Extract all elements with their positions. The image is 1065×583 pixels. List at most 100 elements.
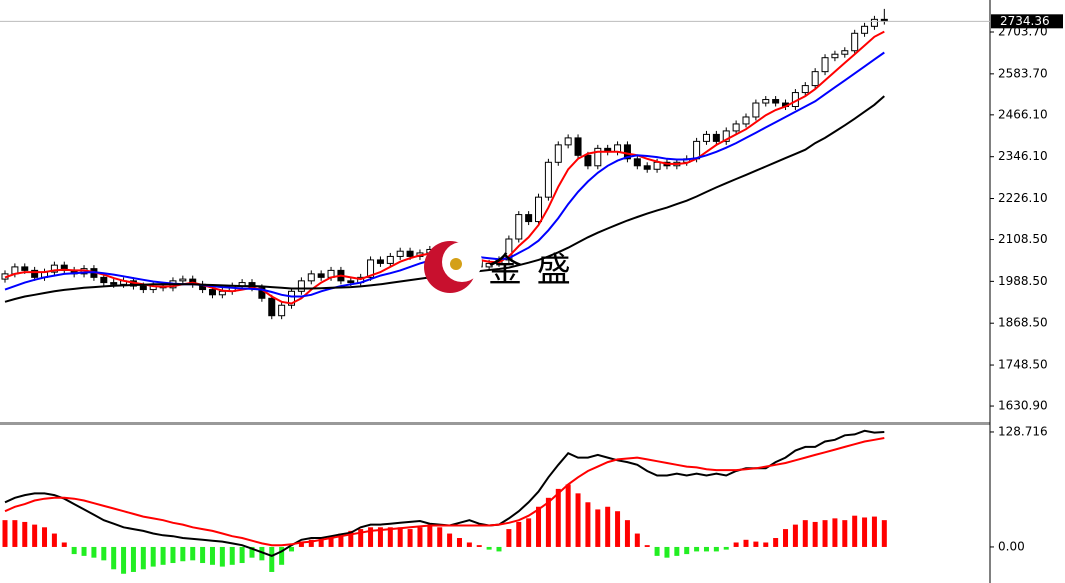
candle-body <box>386 255 394 264</box>
histogram-bar <box>239 546 245 564</box>
y-tick-label: 1748.50 <box>998 358 1048 372</box>
histogram-bar <box>289 546 295 552</box>
candle-body <box>653 161 661 170</box>
histogram-bar <box>713 546 719 552</box>
candle-body <box>722 130 730 142</box>
histogram-bar <box>397 527 403 547</box>
histogram-bar <box>190 546 196 561</box>
histogram-bar <box>111 546 117 570</box>
histogram-bar <box>565 484 571 547</box>
histogram-bar <box>61 542 67 547</box>
histogram-bar <box>615 511 621 547</box>
current-price-label: 2734.36 <box>1000 14 1050 28</box>
candle-body <box>21 266 29 271</box>
histogram-bar <box>871 516 877 547</box>
candle-body <box>702 133 710 142</box>
histogram-bar <box>733 542 739 547</box>
candle-body <box>505 238 513 261</box>
y-tick-label: 1988.50 <box>998 274 1048 288</box>
histogram-bar <box>536 506 542 547</box>
histogram-bar <box>694 546 700 552</box>
candle-body <box>831 53 839 59</box>
histogram-bar <box>763 542 769 547</box>
macd-line <box>4 437 885 547</box>
watermark-text: 金 盛 <box>488 251 573 291</box>
candle-body <box>554 144 562 163</box>
histogram-bar <box>32 524 38 547</box>
histogram-bar <box>71 546 77 555</box>
candle-body <box>179 278 187 282</box>
candle-body <box>772 99 780 104</box>
candle-body <box>742 116 750 125</box>
histogram-bar <box>180 546 186 562</box>
candle-body <box>594 147 602 167</box>
histogram-bar <box>802 520 808 547</box>
histogram-bar <box>348 530 354 547</box>
histogram-bar <box>812 521 818 547</box>
histogram-bar <box>407 529 413 547</box>
candle-body <box>50 264 58 273</box>
histogram-bar <box>881 520 887 547</box>
histogram-bar <box>91 546 97 558</box>
candle-body <box>614 144 622 153</box>
candle-body <box>841 50 849 55</box>
candle-body <box>525 214 533 223</box>
histogram-bar <box>130 546 136 572</box>
watermark-logo <box>424 241 482 293</box>
candle-body <box>367 259 375 278</box>
histogram-bar <box>121 546 127 574</box>
candle-body <box>821 57 829 73</box>
histogram-bar <box>486 546 492 550</box>
histogram-bar <box>842 520 848 547</box>
candle-body <box>623 144 631 160</box>
candle-body <box>268 297 276 317</box>
candle-body <box>376 259 384 264</box>
histogram-bar <box>862 517 868 547</box>
histogram-bar <box>328 536 334 547</box>
histogram-bar <box>674 546 680 556</box>
histogram-bar <box>743 539 749 547</box>
histogram-bar <box>51 533 57 547</box>
histogram-bar <box>219 546 225 567</box>
histogram-bar <box>456 538 462 547</box>
candle-body <box>278 304 286 317</box>
candle-body <box>396 250 404 257</box>
y-tick-label: 128.716 <box>998 424 1048 438</box>
candle-body <box>535 196 543 223</box>
candle-body <box>258 287 266 299</box>
histogram-bar <box>269 546 275 572</box>
histogram-bar <box>496 546 502 552</box>
candle-body <box>31 269 39 278</box>
histogram-bar <box>437 527 443 547</box>
histogram-bar <box>664 546 670 558</box>
histogram-bar <box>298 542 304 547</box>
candle-body <box>633 158 641 167</box>
histogram-bar <box>170 546 176 564</box>
histogram-bar <box>140 546 146 570</box>
candle-body <box>406 250 414 257</box>
candle-body <box>110 282 118 285</box>
histogram-bar <box>101 546 107 561</box>
candle-body <box>139 285 147 291</box>
y-tick-label: 1868.50 <box>998 316 1048 330</box>
y-tick-label: 2226.10 <box>998 191 1048 205</box>
candle-body <box>485 262 493 268</box>
histogram-bar <box>200 546 206 564</box>
histogram-bar <box>545 497 551 547</box>
histogram-bar <box>308 539 314 547</box>
histogram-bar <box>723 546 729 550</box>
histogram-bar <box>229 546 235 565</box>
candle-body <box>752 102 760 118</box>
candle-body <box>712 133 720 142</box>
histogram-bar <box>476 545 482 547</box>
histogram-bar <box>634 533 640 547</box>
histogram-bar <box>792 524 798 547</box>
histogram-bar <box>447 533 453 547</box>
histogram-bar <box>259 546 265 561</box>
candle-body <box>801 85 809 94</box>
y-tick-label: 0.00 <box>998 539 1025 553</box>
histogram-bar <box>516 521 522 547</box>
histogram-bar <box>466 542 472 547</box>
candle-body <box>347 280 355 284</box>
